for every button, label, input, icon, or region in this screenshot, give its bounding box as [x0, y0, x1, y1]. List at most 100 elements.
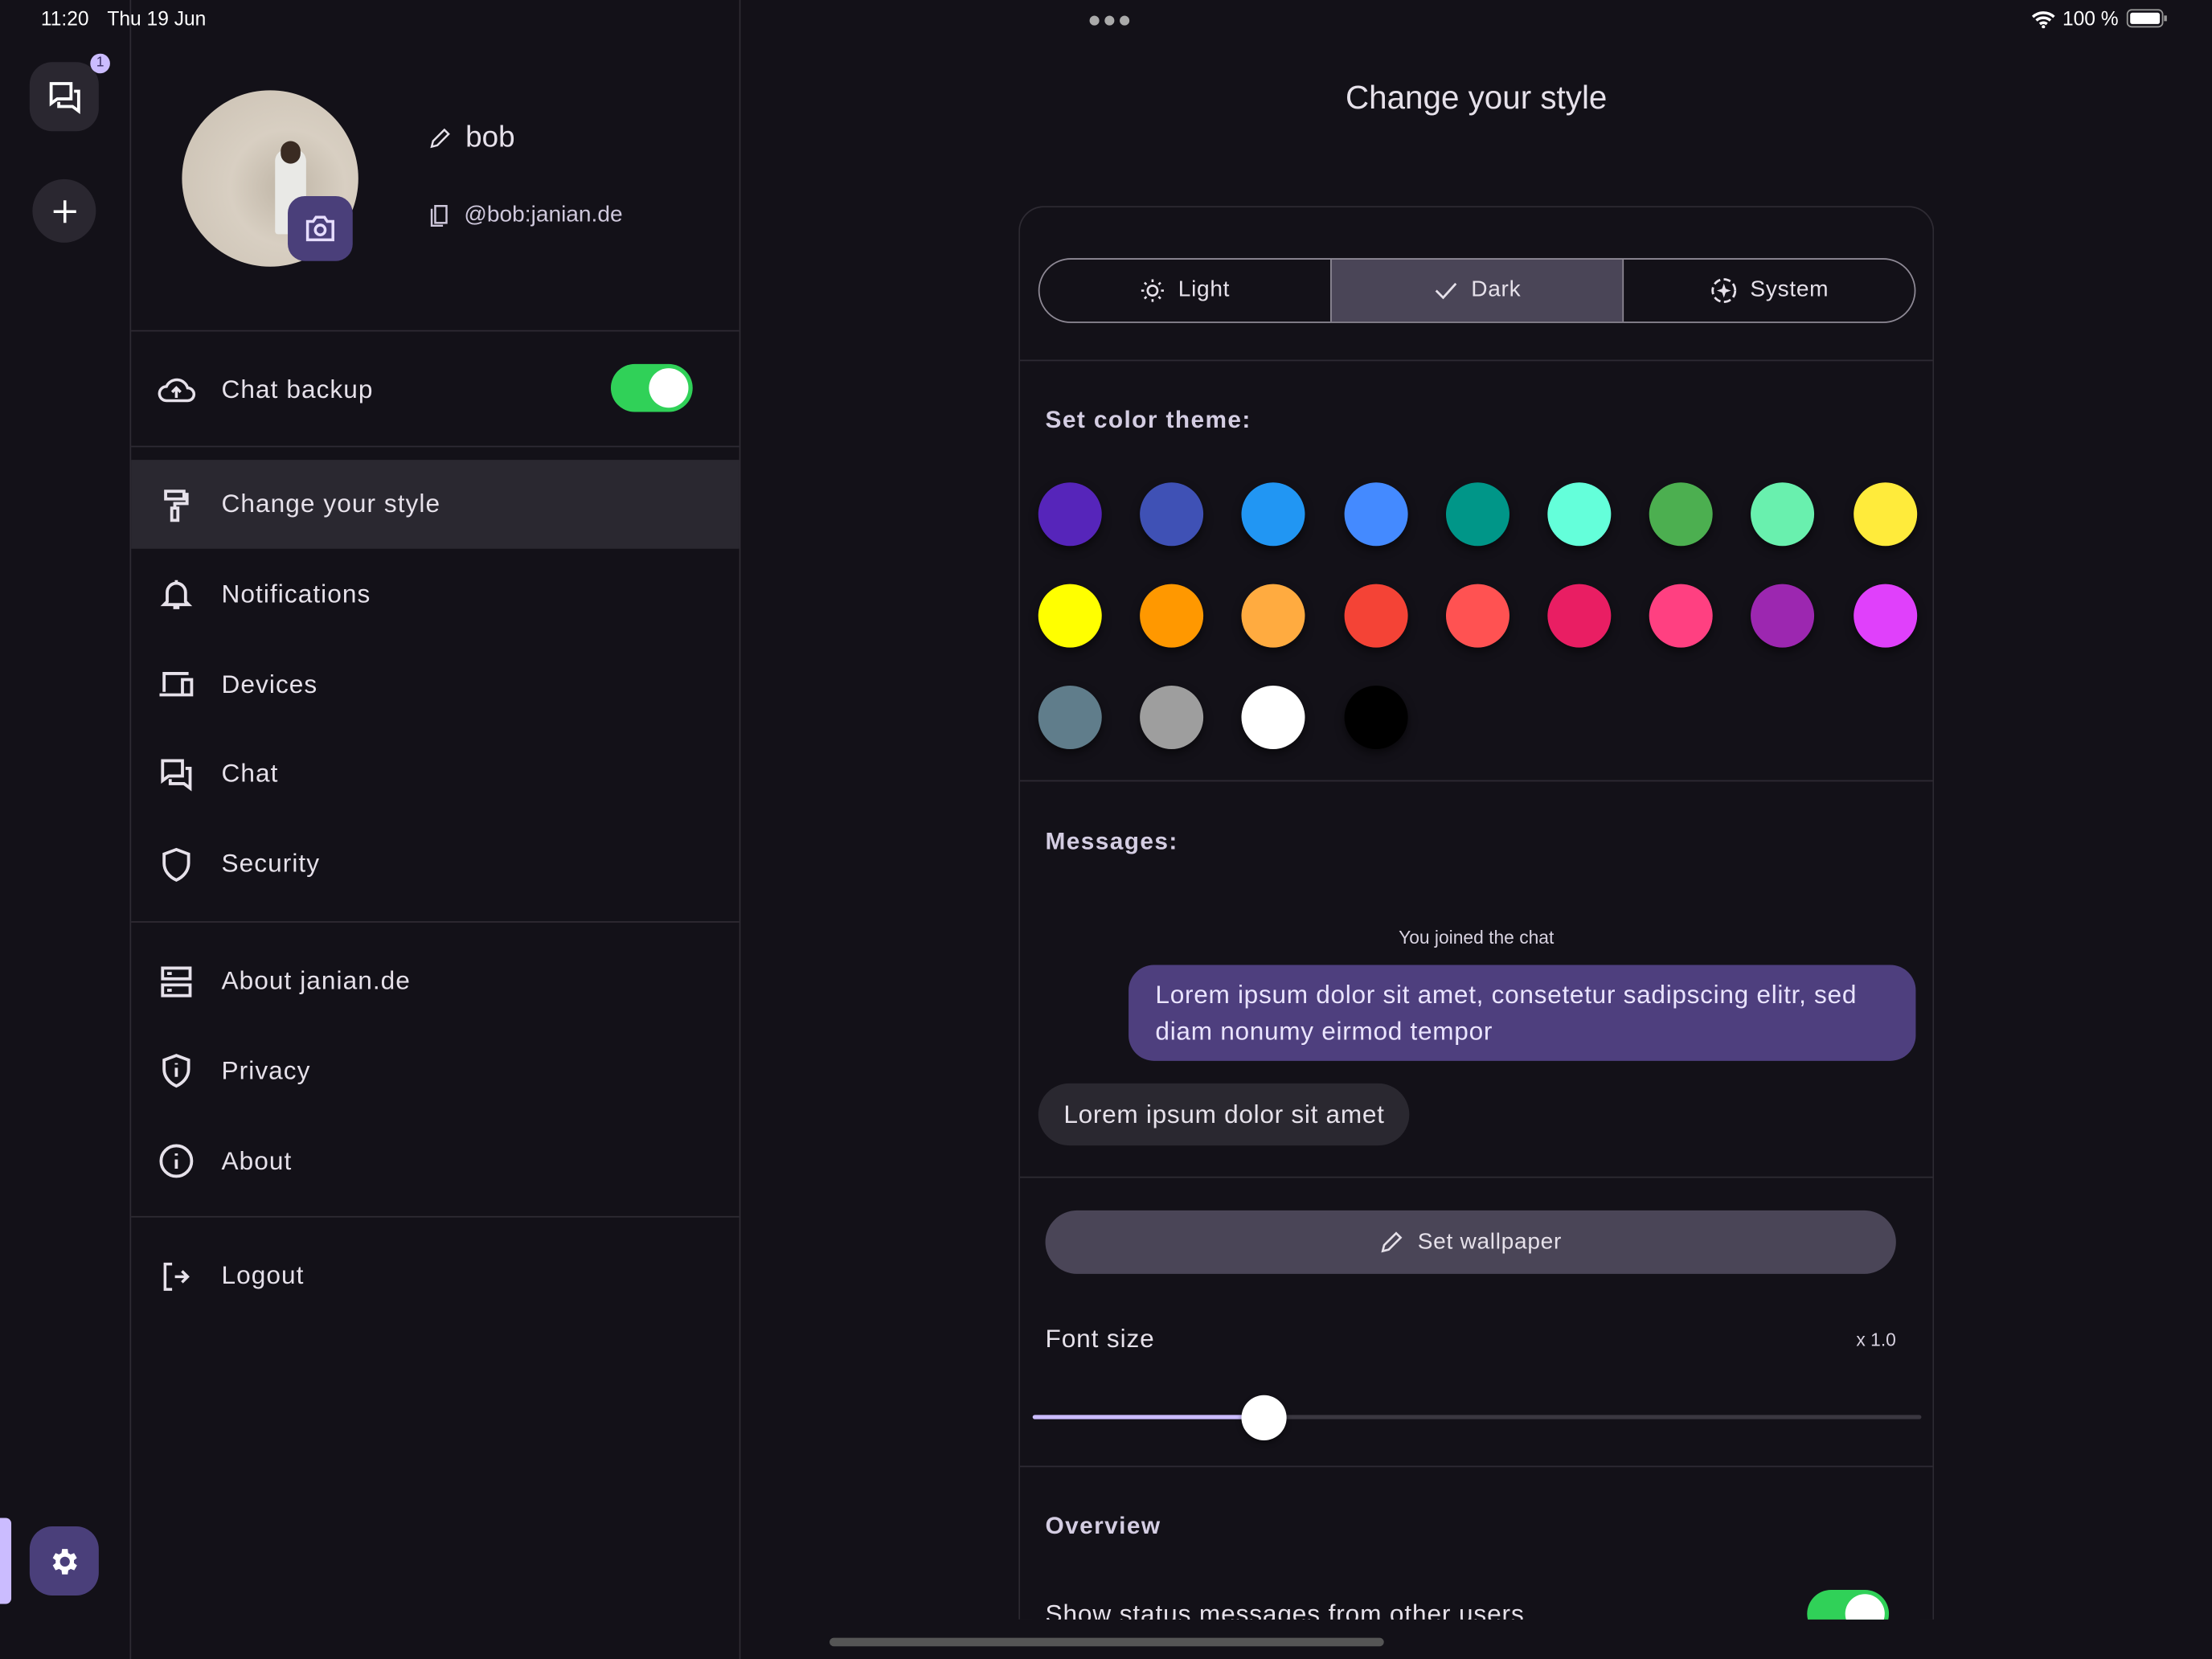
- color-swatch[interactable]: [1140, 482, 1204, 547]
- show-status-messages-label: Show status messages from other users: [1045, 1600, 1525, 1620]
- sidebar-item-label: Chat: [221, 759, 279, 789]
- divider: [131, 445, 739, 448]
- chat-backup-toggle[interactable]: [610, 363, 693, 412]
- divider: [1019, 1465, 1933, 1468]
- style-settings-card: Light Dark System Set color theme: Messa…: [1018, 206, 1935, 1620]
- battery-icon: [2126, 9, 2167, 28]
- battery-percent: 100 %: [2062, 6, 2119, 30]
- add-button[interactable]: [32, 178, 96, 243]
- color-swatch[interactable]: [1751, 584, 1815, 648]
- sidebar-item-about[interactable]: About: [131, 1116, 739, 1206]
- divider: [1019, 1176, 1933, 1178]
- color-swatch[interactable]: [1445, 482, 1509, 547]
- color-swatch[interactable]: [1242, 685, 1306, 749]
- sidebar-item-label: About: [221, 1146, 293, 1175]
- edit-name-button[interactable]: bob: [429, 121, 515, 155]
- sidebar-item-label: Privacy: [221, 1056, 311, 1085]
- settings-sidebar: bob @bob:janian.de Chat backup Change yo…: [131, 0, 741, 1659]
- sun-icon: [1141, 279, 1165, 302]
- bell-icon: [160, 580, 193, 610]
- user-id: @bob:janian.de: [464, 203, 623, 227]
- color-swatch[interactable]: [1343, 685, 1407, 749]
- copy-user-id-button[interactable]: @bob:janian.de: [429, 203, 623, 229]
- sidebar-item-devices[interactable]: Devices: [131, 640, 739, 729]
- settings-button[interactable]: [29, 1526, 99, 1596]
- set-wallpaper-label: Set wallpaper: [1417, 1229, 1563, 1254]
- sidebar-item-label: Security: [221, 849, 321, 879]
- color-swatch[interactable]: [1038, 482, 1102, 547]
- color-swatch[interactable]: [1751, 482, 1815, 547]
- status-date: Thu 19 Jun: [107, 6, 207, 30]
- sidebar-item-notifications[interactable]: Notifications: [131, 550, 739, 639]
- color-swatch[interactable]: [1038, 685, 1102, 749]
- sidebar-item-label: Devices: [221, 669, 318, 698]
- display-name: bob: [465, 121, 515, 154]
- sidebar-item-security[interactable]: Security: [131, 820, 739, 909]
- color-swatch[interactable]: [1547, 482, 1612, 547]
- multitask-dots-icon[interactable]: ●●●: [1088, 8, 1133, 33]
- color-swatch[interactable]: [1140, 584, 1204, 648]
- color-swatch[interactable]: [1343, 482, 1407, 547]
- divider: [1019, 780, 1933, 782]
- pencil-icon: [430, 128, 450, 149]
- color-swatch[interactable]: [1853, 482, 1917, 547]
- logout-icon: [163, 1261, 190, 1291]
- overview-heading: Overview: [1045, 1512, 1161, 1539]
- paint-roller-icon: [164, 489, 189, 522]
- divider: [1019, 359, 1933, 362]
- show-status-messages-toggle[interactable]: [1807, 1589, 1890, 1620]
- unread-badge: 1: [90, 53, 110, 74]
- own-message-bubble: Lorem ipsum dolor sit amet, consetetur s…: [1129, 965, 1916, 1061]
- font-size-value: x 1.0: [1856, 1329, 1896, 1350]
- joined-notice: You joined the chat: [1399, 927, 1555, 948]
- color-swatch[interactable]: [1140, 685, 1204, 749]
- color-theme-heading: Set color theme:: [1045, 406, 1251, 433]
- check-icon: [1435, 282, 1456, 300]
- logout-button[interactable]: Logout: [131, 1231, 739, 1321]
- set-wallpaper-button[interactable]: Set wallpaper: [1045, 1210, 1896, 1274]
- change-avatar-button[interactable]: [288, 195, 353, 261]
- font-size-slider[interactable]: [1032, 1395, 1922, 1440]
- sidebar-item-privacy[interactable]: Privacy: [131, 1026, 739, 1116]
- sidebar-item-about-janian-de[interactable]: About janian.de: [131, 936, 739, 1026]
- server-icon: [161, 965, 192, 997]
- messages-heading: Messages:: [1045, 828, 1178, 855]
- color-swatch[interactable]: [1038, 584, 1102, 648]
- shield-icon: [162, 847, 190, 882]
- color-swatch[interactable]: [1445, 584, 1509, 648]
- sidebar-item-label: About janian.de: [221, 966, 411, 995]
- divider: [131, 1215, 739, 1218]
- wifi-icon: [2031, 10, 2055, 28]
- theme-dark-option[interactable]: Dark: [1330, 259, 1623, 322]
- theme-light-option[interactable]: Light: [1040, 260, 1331, 322]
- page-title: Change your style: [1346, 79, 1608, 116]
- sidebar-item-chat[interactable]: Chat: [131, 730, 739, 819]
- color-swatch[interactable]: [1649, 584, 1714, 648]
- slider-thumb[interactable]: [1241, 1395, 1287, 1440]
- theme-system-option[interactable]: System: [1622, 259, 1914, 322]
- sidebar-item-label: Notifications: [221, 579, 371, 608]
- cloud-upload-icon: [158, 377, 196, 402]
- copy-icon: [430, 204, 448, 227]
- privacy-shield-icon: [162, 1054, 190, 1088]
- plus-icon: [52, 199, 76, 223]
- color-swatch[interactable]: [1547, 584, 1612, 648]
- camera-icon: [305, 215, 334, 242]
- color-swatch[interactable]: [1343, 584, 1407, 648]
- color-swatch[interactable]: [1853, 584, 1917, 648]
- status-time: 11:20: [40, 6, 89, 30]
- devices-icon: [159, 672, 194, 697]
- chat-backup-row[interactable]: Chat backup: [131, 346, 739, 435]
- gear-icon: [51, 1548, 76, 1574]
- info-icon: [159, 1144, 194, 1178]
- theme-mode-selector: Light Dark System: [1038, 258, 1916, 323]
- sidebar-item-label: Change your style: [221, 490, 441, 518]
- color-swatch[interactable]: [1242, 482, 1306, 547]
- color-swatch[interactable]: [1242, 584, 1306, 648]
- chat-icon: [161, 759, 192, 792]
- color-swatch[interactable]: [1649, 482, 1714, 547]
- sidebar-item-change-your-style[interactable]: Change your style: [131, 460, 739, 549]
- chats-button[interactable]: [29, 62, 99, 132]
- theme-light-label: Light: [1178, 277, 1231, 302]
- other-message-bubble: Lorem ipsum dolor sit amet: [1038, 1083, 1411, 1146]
